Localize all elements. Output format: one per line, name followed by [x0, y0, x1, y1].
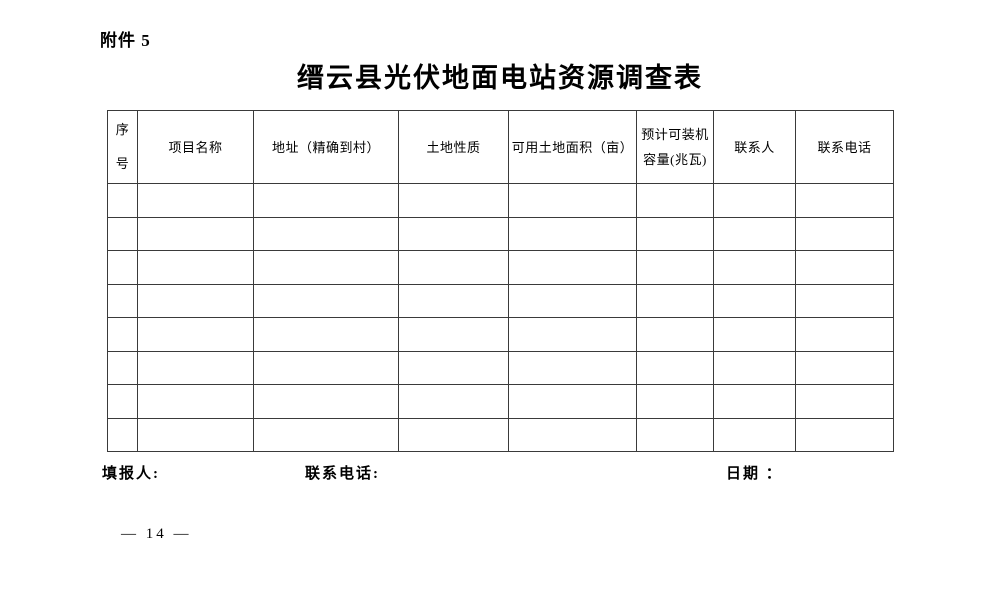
empty-cell — [107, 317, 138, 352]
survey-table: 序号 项目名称 地址（精确到村） 土地性质 可用土地面积（亩） 预计可装机容量(… — [107, 110, 894, 452]
page-number: — 14 — — [121, 526, 192, 542]
empty-cell — [795, 350, 894, 385]
empty-cell — [398, 283, 509, 318]
column-header-contact-person: 联系人 — [713, 110, 796, 184]
empty-cell — [253, 250, 399, 285]
empty-cell — [795, 417, 894, 452]
empty-cell — [713, 283, 796, 318]
attachment-label: 附件 5 — [100, 31, 151, 50]
empty-cell — [253, 384, 399, 419]
empty-cell — [508, 350, 637, 385]
empty-cell — [636, 384, 714, 419]
empty-cell — [137, 417, 254, 452]
empty-cell — [508, 283, 637, 318]
table-row — [107, 350, 894, 385]
empty-cell — [398, 183, 509, 218]
empty-cell — [137, 183, 254, 218]
column-header-address: 地址（精确到村） — [253, 110, 399, 184]
column-header-contact-phone: 联系电话 — [795, 110, 894, 184]
empty-cell — [508, 417, 637, 452]
empty-cell — [713, 417, 796, 452]
empty-cell — [107, 350, 138, 385]
empty-cell — [398, 350, 509, 385]
empty-cell — [795, 183, 894, 218]
date-label: 日期 ： — [726, 466, 783, 482]
empty-cell — [636, 183, 714, 218]
empty-cell — [253, 183, 399, 218]
table-row — [107, 384, 894, 419]
empty-cell — [636, 250, 714, 285]
empty-cell — [508, 250, 637, 285]
empty-cell — [636, 350, 714, 385]
empty-cell — [107, 417, 138, 452]
empty-cell — [508, 384, 637, 419]
table-row — [107, 250, 894, 285]
empty-cell — [398, 384, 509, 419]
empty-cell — [107, 216, 138, 251]
empty-cell — [137, 216, 254, 251]
empty-cell — [713, 250, 796, 285]
empty-cell — [137, 283, 254, 318]
table-row — [107, 283, 894, 318]
empty-cell — [398, 317, 509, 352]
empty-cell — [137, 317, 254, 352]
empty-cell — [636, 317, 714, 352]
empty-cell — [107, 250, 138, 285]
empty-cell — [253, 350, 399, 385]
empty-cell — [137, 350, 254, 385]
table-row — [107, 183, 894, 218]
empty-cell — [253, 417, 399, 452]
contact-phone-label: 联系电话: — [305, 466, 380, 482]
table-row — [107, 216, 894, 251]
empty-cell — [253, 283, 399, 318]
page-title: 缙云县光伏地面电站资源调查表 — [297, 63, 703, 93]
column-header-project-name: 项目名称 — [137, 110, 254, 184]
empty-cell — [636, 283, 714, 318]
table-body — [107, 183, 894, 452]
empty-cell — [398, 250, 509, 285]
empty-cell — [795, 216, 894, 251]
column-header-land-type: 土地性质 — [398, 110, 509, 184]
empty-cell — [795, 283, 894, 318]
empty-cell — [508, 183, 637, 218]
empty-cell — [636, 417, 714, 452]
column-header-seq: 序号 — [107, 110, 138, 184]
empty-cell — [137, 250, 254, 285]
table-row — [107, 317, 894, 352]
empty-cell — [137, 384, 254, 419]
empty-cell — [508, 216, 637, 251]
empty-cell — [508, 317, 637, 352]
empty-cell — [107, 384, 138, 419]
table-header-row: 序号 项目名称 地址（精确到村） 土地性质 可用土地面积（亩） 预计可装机容量(… — [107, 110, 894, 184]
empty-cell — [713, 216, 796, 251]
empty-cell — [795, 250, 894, 285]
empty-cell — [795, 317, 894, 352]
filled-by-label: 填报人: — [102, 466, 160, 482]
empty-cell — [398, 216, 509, 251]
empty-cell — [713, 183, 796, 218]
empty-cell — [253, 216, 399, 251]
empty-cell — [713, 384, 796, 419]
empty-cell — [107, 283, 138, 318]
empty-cell — [107, 183, 138, 218]
table-row — [107, 417, 894, 452]
empty-cell — [253, 317, 399, 352]
column-header-estimated-capacity: 预计可装机容量(兆瓦) — [636, 110, 714, 184]
empty-cell — [636, 216, 714, 251]
empty-cell — [795, 384, 894, 419]
column-header-usable-land-area: 可用土地面积（亩） — [508, 110, 637, 184]
empty-cell — [398, 417, 509, 452]
empty-cell — [713, 350, 796, 385]
empty-cell — [713, 317, 796, 352]
